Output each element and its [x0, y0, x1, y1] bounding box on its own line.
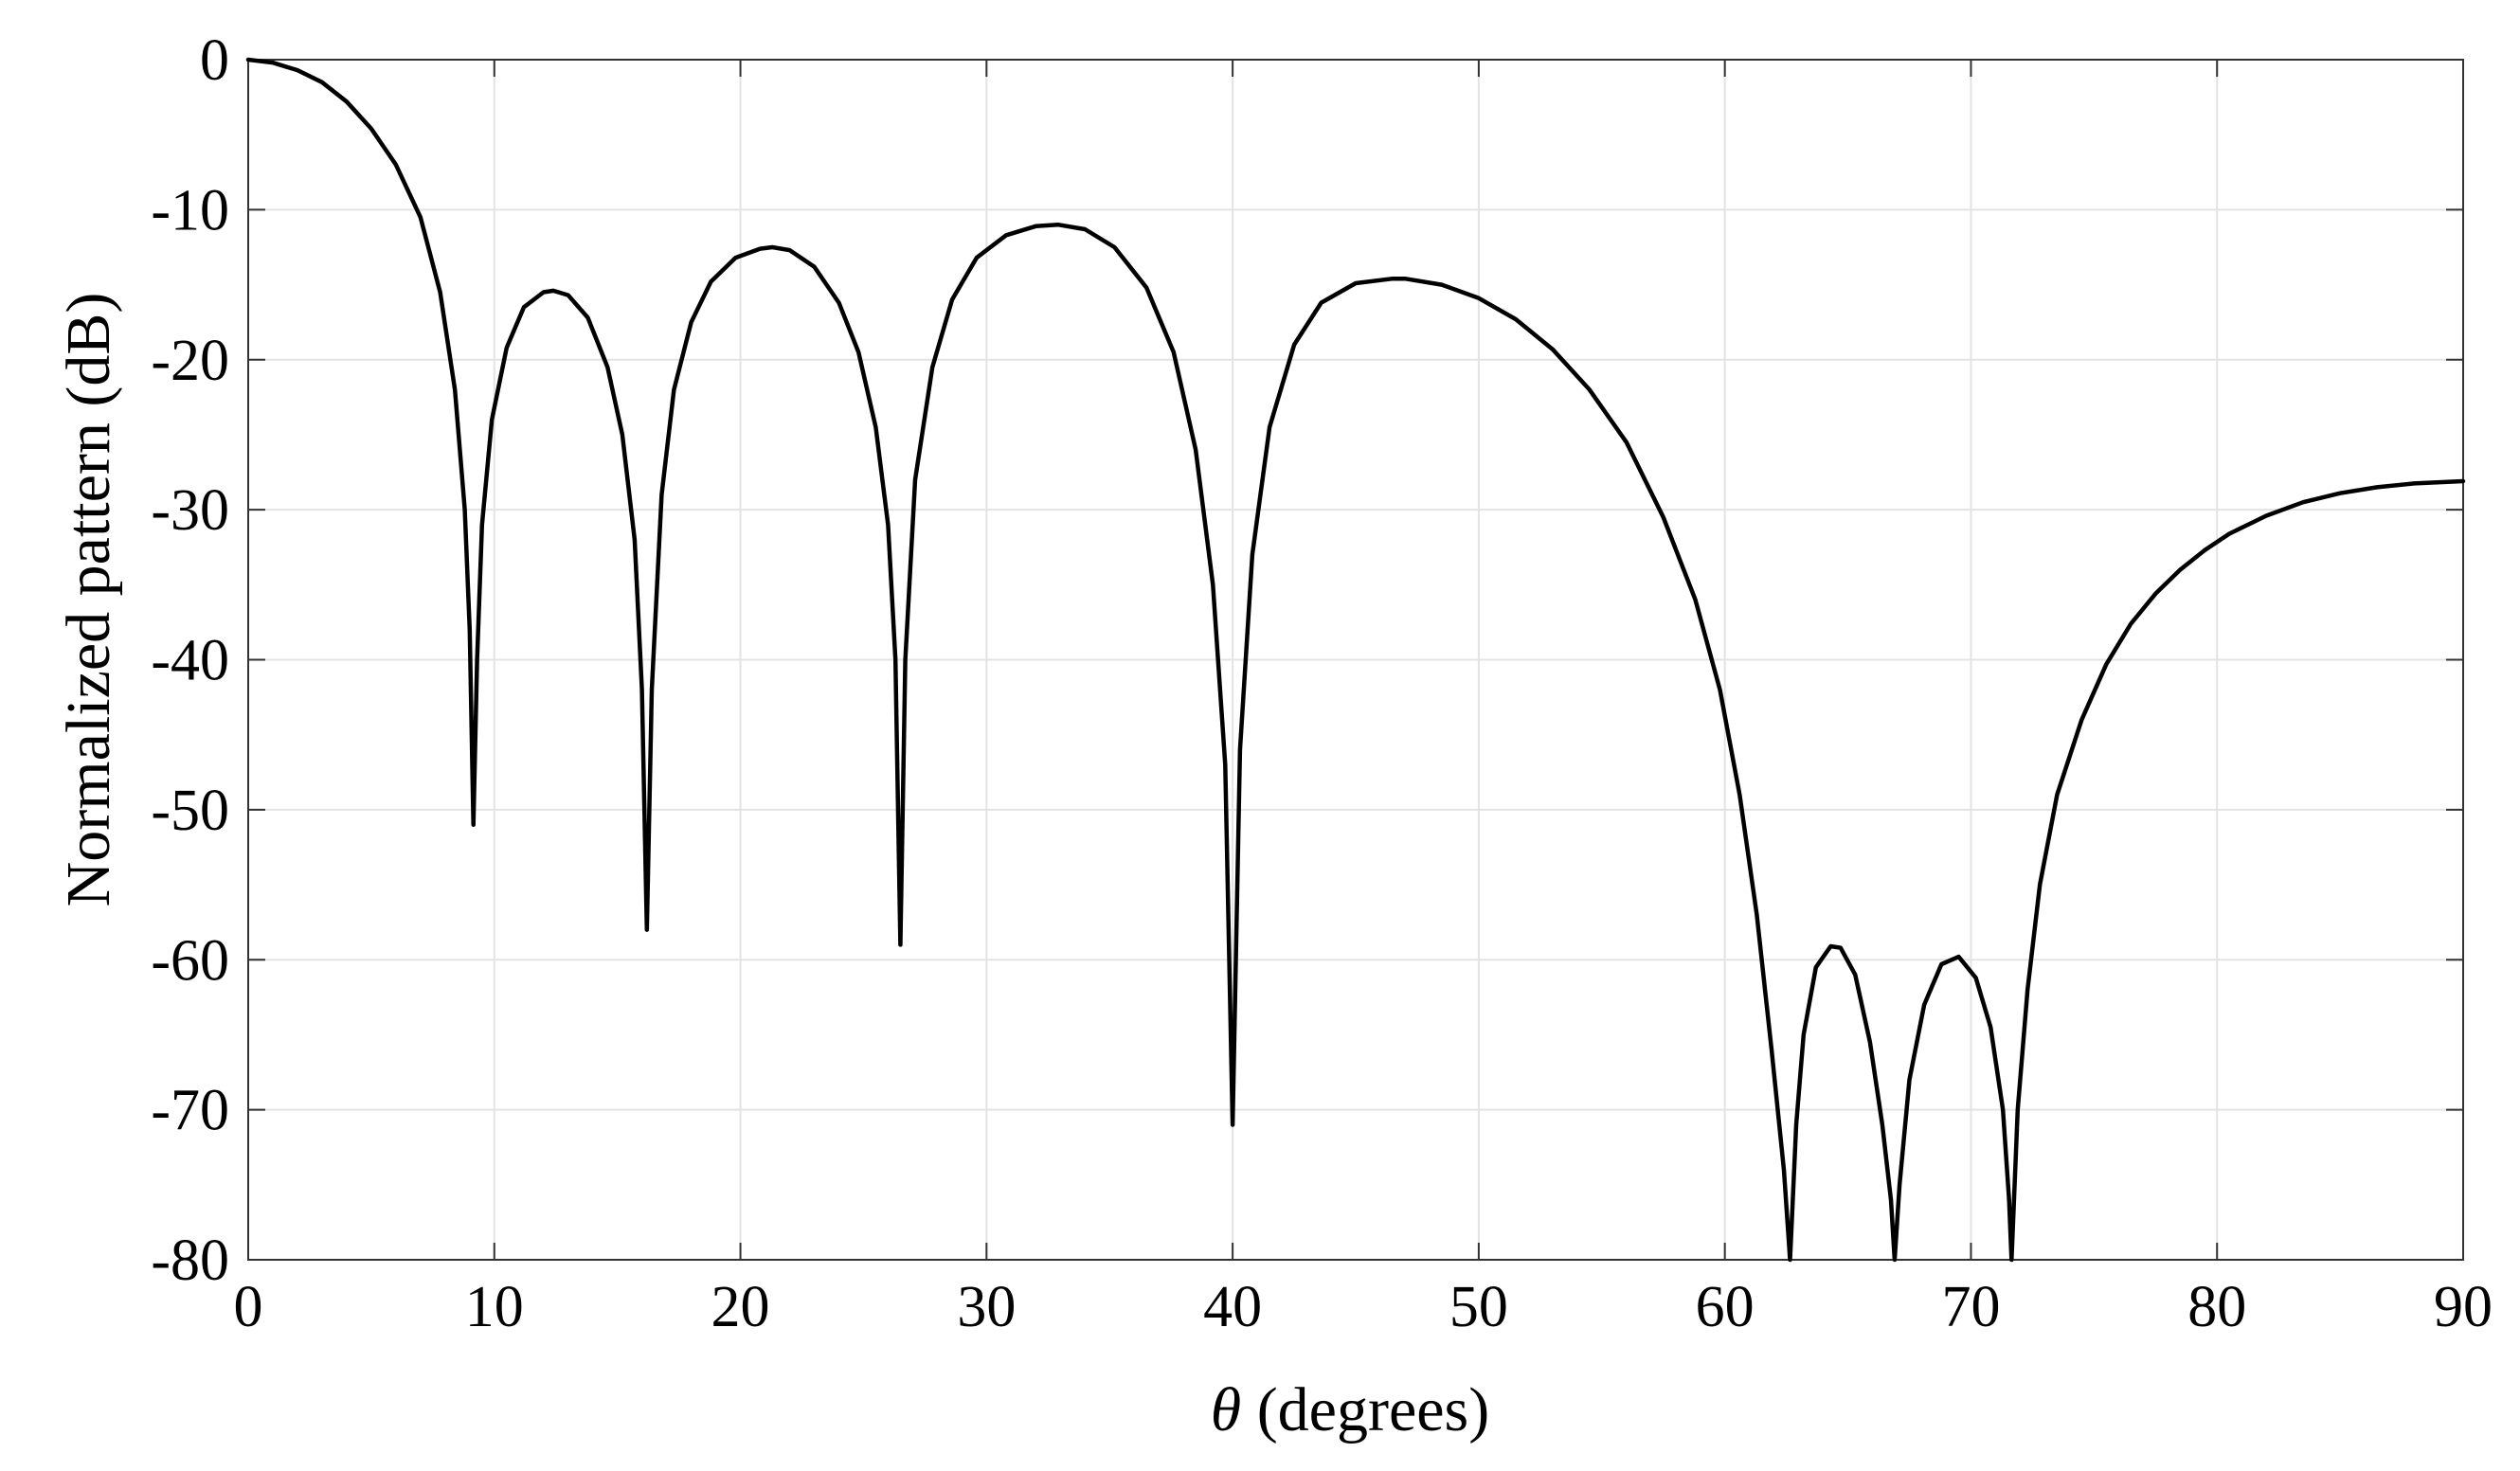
y-tick-labels: 0 -10 -20 -30 -40 -50 -60 -70 -80	[151, 28, 229, 1293]
tick-marks	[247, 59, 2464, 1261]
x-axis-label-symbol: θ	[1211, 1375, 1241, 1444]
x-tick-label: 80	[2187, 1275, 2246, 1339]
x-tick-label: 30	[957, 1275, 1016, 1339]
x-tick-label: 10	[465, 1275, 524, 1339]
y-tick-label: -40	[151, 629, 229, 693]
x-tick-label: 70	[1941, 1275, 2000, 1339]
y-tick-label: -50	[151, 779, 229, 843]
x-tick-labels: 0 10 20 30 40 50 60 70 80 90	[234, 1275, 2493, 1339]
x-axis-label-text: (degrees)	[1241, 1375, 1489, 1444]
y-tick-label: 0	[200, 28, 229, 93]
y-tick-label: -80	[151, 1229, 229, 1293]
x-axis-label: θ (degrees)	[1211, 1375, 1489, 1444]
y-axis-label: Normalized pattern (dB)	[54, 293, 123, 907]
y-tick-label: -10	[151, 178, 229, 242]
x-tick-label: 0	[234, 1275, 263, 1339]
grid	[248, 60, 2463, 1260]
x-tick-label: 90	[2434, 1275, 2493, 1339]
y-tick-label: -20	[151, 329, 229, 393]
y-tick-label: -70	[151, 1079, 229, 1143]
y-tick-label: -60	[151, 928, 229, 993]
x-tick-label: 50	[1449, 1275, 1508, 1339]
series-line-normalized-pattern	[245, 57, 2466, 1263]
y-tick-label: -30	[151, 478, 229, 543]
x-tick-label: 60	[1696, 1275, 1755, 1339]
x-tick-label: 40	[1203, 1275, 1262, 1339]
x-tick-label: 20	[711, 1275, 770, 1339]
